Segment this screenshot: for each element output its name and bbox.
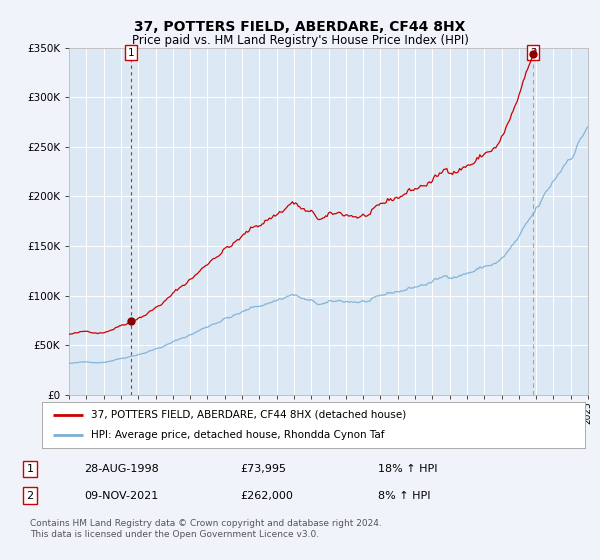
Text: 09-NOV-2021: 09-NOV-2021	[84, 491, 158, 501]
Text: 37, POTTERS FIELD, ABERDARE, CF44 8HX (detached house): 37, POTTERS FIELD, ABERDARE, CF44 8HX (d…	[91, 410, 406, 420]
Text: Price paid vs. HM Land Registry's House Price Index (HPI): Price paid vs. HM Land Registry's House …	[131, 34, 469, 46]
Text: 1: 1	[26, 464, 34, 474]
Text: 18% ↑ HPI: 18% ↑ HPI	[378, 464, 437, 474]
Text: £73,995: £73,995	[240, 464, 286, 474]
Text: HPI: Average price, detached house, Rhondda Cynon Taf: HPI: Average price, detached house, Rhon…	[91, 430, 385, 440]
Text: 37, POTTERS FIELD, ABERDARE, CF44 8HX: 37, POTTERS FIELD, ABERDARE, CF44 8HX	[134, 20, 466, 34]
Text: 2: 2	[530, 48, 536, 58]
Text: 8% ↑ HPI: 8% ↑ HPI	[378, 491, 431, 501]
Text: Contains HM Land Registry data © Crown copyright and database right 2024.
This d: Contains HM Land Registry data © Crown c…	[30, 520, 382, 539]
Text: £262,000: £262,000	[240, 491, 293, 501]
Text: 2: 2	[26, 491, 34, 501]
Text: 1: 1	[128, 48, 134, 58]
Text: 28-AUG-1998: 28-AUG-1998	[84, 464, 159, 474]
